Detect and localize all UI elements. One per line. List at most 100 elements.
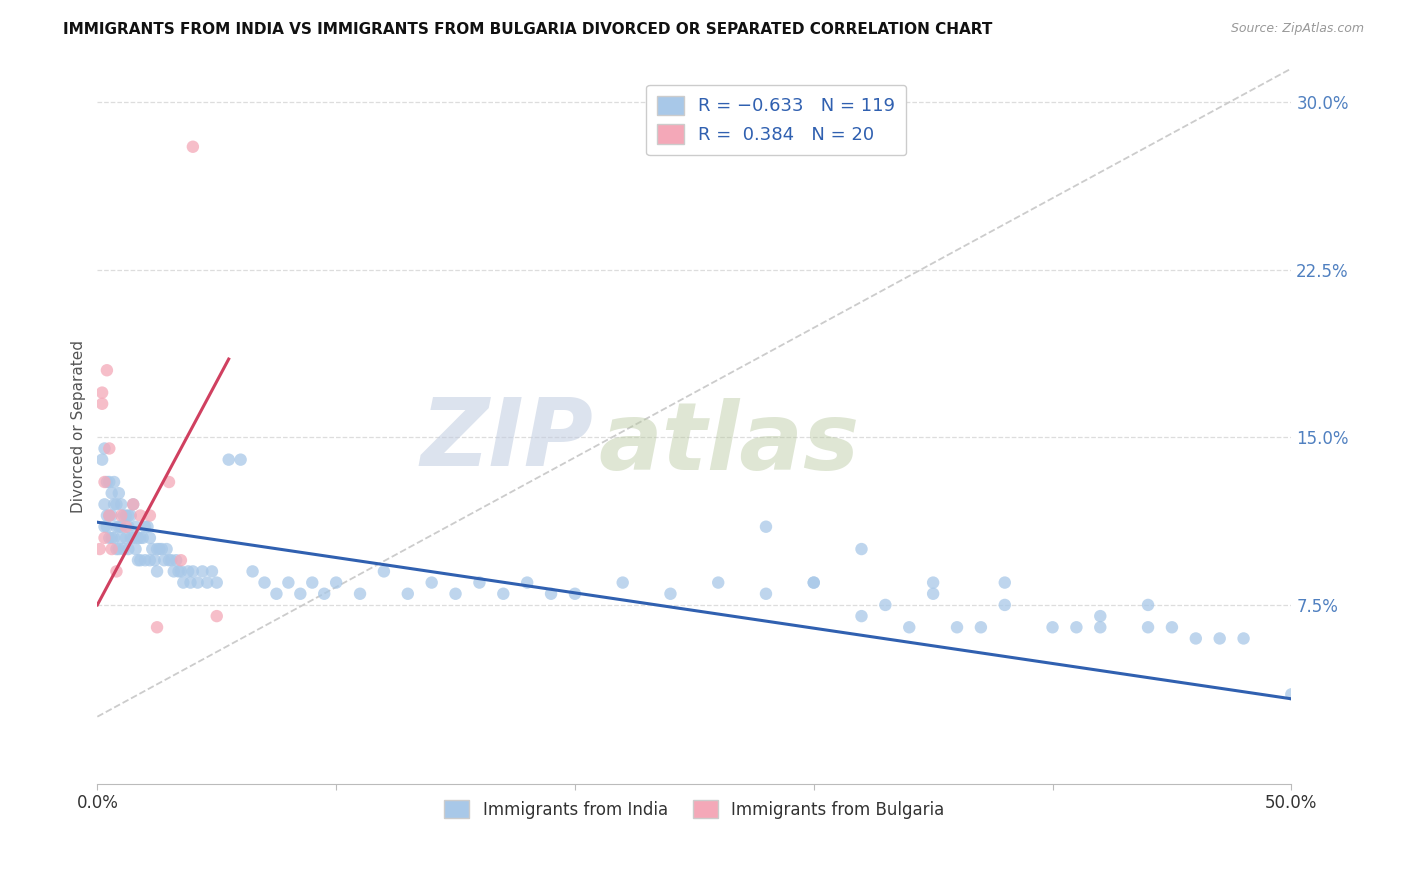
Point: [143, 553, 166, 567]
Point: [875, 598, 897, 612]
Point: [112, 508, 135, 523]
Point: [120, 531, 142, 545]
Point: [93, 475, 115, 489]
Point: [1279, 687, 1302, 701]
Point: [1208, 632, 1230, 646]
Point: [146, 620, 169, 634]
Point: [96, 519, 118, 533]
Point: [122, 497, 145, 511]
Point: [946, 620, 969, 634]
Point: [922, 575, 945, 590]
Point: [110, 508, 132, 523]
Point: [139, 553, 162, 567]
Point: [141, 542, 163, 557]
Point: [157, 553, 180, 567]
Point: [93, 531, 115, 545]
Point: [181, 565, 204, 579]
Point: [120, 508, 142, 523]
Point: [100, 486, 122, 500]
Point: [129, 508, 152, 523]
Point: [160, 553, 183, 567]
Text: ZIP: ZIP: [420, 394, 593, 486]
Point: [93, 442, 115, 456]
Point: [110, 519, 132, 533]
Point: [108, 542, 131, 557]
Point: [165, 553, 187, 567]
Point: [707, 575, 730, 590]
Point: [139, 531, 162, 545]
Point: [127, 553, 149, 567]
Point: [755, 519, 778, 533]
Point: [444, 587, 467, 601]
Point: [98, 531, 121, 545]
Point: [803, 575, 825, 590]
Point: [163, 565, 186, 579]
Point: [612, 575, 634, 590]
Point: [115, 508, 138, 523]
Point: [277, 575, 299, 590]
Point: [898, 620, 921, 634]
Point: [115, 519, 138, 533]
Point: [124, 519, 146, 533]
Point: [1185, 632, 1208, 646]
Point: [172, 575, 194, 590]
Point: [108, 519, 131, 533]
Point: [96, 475, 118, 489]
Point: [1066, 620, 1088, 634]
Point: [153, 553, 176, 567]
Point: [91, 397, 114, 411]
Point: [96, 363, 118, 377]
Point: [98, 475, 121, 489]
Point: [146, 565, 169, 579]
Point: [100, 531, 122, 545]
Point: [91, 452, 114, 467]
Point: [105, 565, 128, 579]
Point: [1137, 620, 1160, 634]
Point: [205, 575, 228, 590]
Legend: Immigrants from India, Immigrants from Bulgaria: Immigrants from India, Immigrants from B…: [437, 794, 950, 825]
Point: [181, 140, 204, 154]
Text: Source: ZipAtlas.com: Source: ZipAtlas.com: [1230, 22, 1364, 36]
Point: [139, 508, 162, 523]
Point: [148, 542, 170, 557]
Point: [115, 531, 138, 545]
Point: [129, 531, 152, 545]
Point: [179, 575, 201, 590]
Point: [155, 542, 177, 557]
Point: [98, 442, 121, 456]
Point: [1090, 620, 1112, 634]
Point: [516, 575, 538, 590]
Point: [103, 531, 125, 545]
Point: [110, 497, 132, 511]
Point: [177, 565, 200, 579]
Point: [89, 542, 111, 557]
Point: [98, 508, 121, 523]
Point: [195, 575, 218, 590]
Point: [122, 497, 145, 511]
Point: [290, 587, 312, 601]
Point: [117, 508, 139, 523]
Point: [205, 609, 228, 624]
Point: [1161, 620, 1184, 634]
Point: [124, 542, 146, 557]
Point: [134, 553, 156, 567]
Point: [100, 508, 122, 523]
Text: atlas: atlas: [599, 398, 860, 490]
Point: [187, 575, 209, 590]
Point: [242, 565, 264, 579]
Point: [170, 553, 193, 567]
Point: [325, 575, 347, 590]
Point: [851, 542, 873, 557]
Point: [659, 587, 682, 601]
Point: [755, 587, 778, 601]
Point: [373, 565, 395, 579]
Point: [564, 587, 586, 601]
Point: [201, 565, 224, 579]
Point: [105, 542, 128, 557]
Point: [1232, 632, 1254, 646]
Point: [1090, 609, 1112, 624]
Point: [122, 531, 145, 545]
Point: [103, 497, 125, 511]
Point: [136, 519, 159, 533]
Y-axis label: Divorced or Separated: Divorced or Separated: [72, 340, 86, 513]
